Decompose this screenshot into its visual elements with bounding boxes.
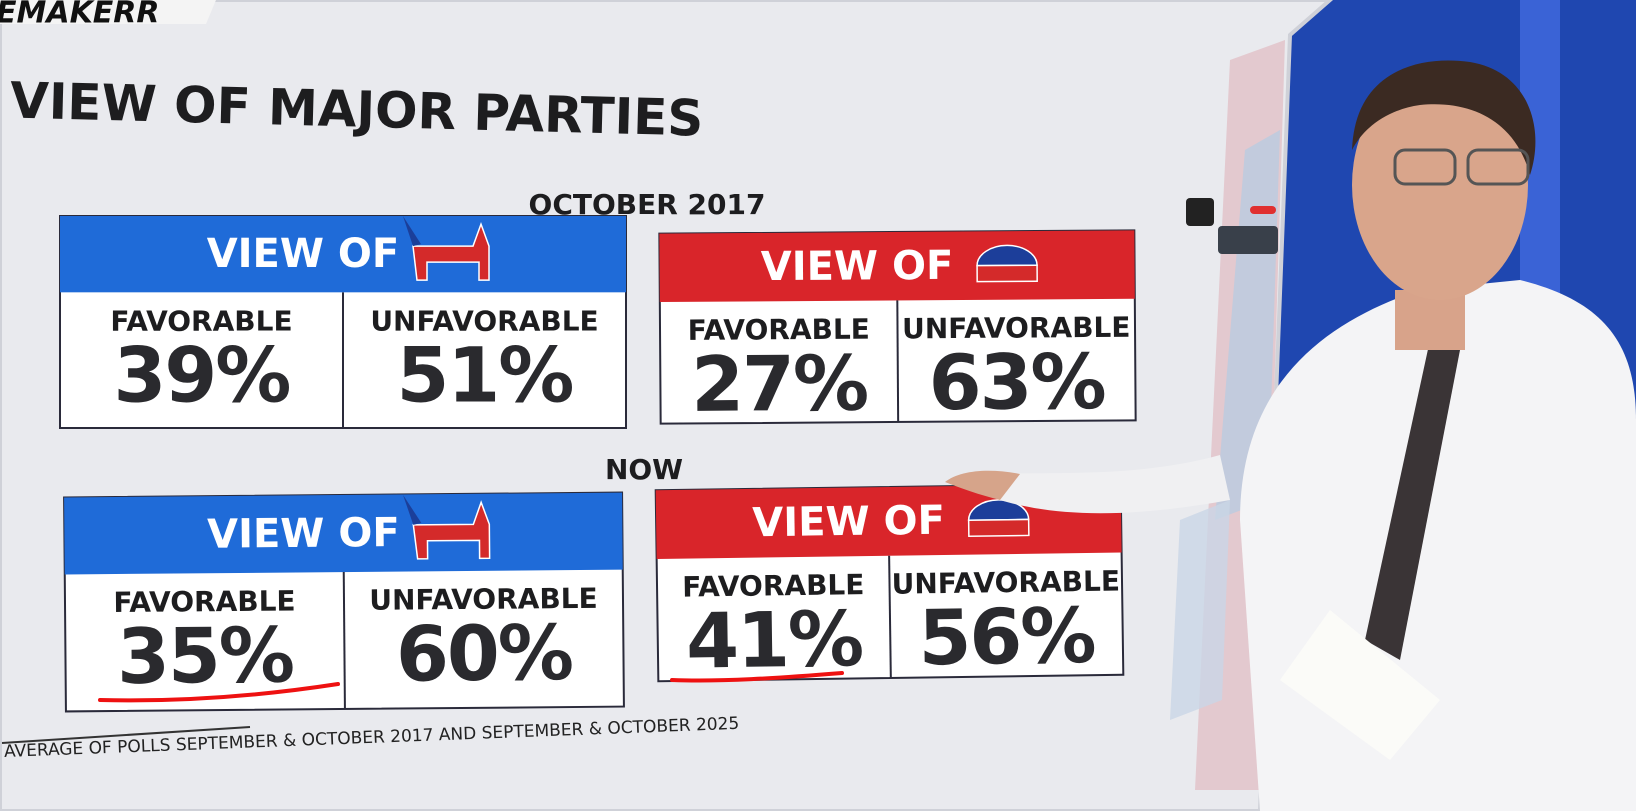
elephant-body: [967, 518, 1030, 538]
pen-underline: [670, 671, 844, 683]
donkey-ears: [403, 216, 421, 247]
hand: [945, 470, 1020, 500]
cell-label: UNFAVORABLE: [370, 304, 598, 337]
cell-label: FAVORABLE: [110, 304, 292, 337]
elephant-body: [976, 264, 1038, 283]
map-blue: [1170, 500, 1230, 720]
tool-button: [1218, 226, 1278, 254]
pen-underline: [98, 682, 340, 703]
panel-header-text: VIEW OF: [207, 510, 400, 558]
neck: [1395, 290, 1465, 350]
section-label: NOW: [605, 453, 683, 486]
glasses: [1466, 148, 1530, 186]
notes: [1280, 610, 1440, 760]
pen-color: [1250, 206, 1276, 214]
donkey-icon: [412, 221, 490, 281]
cell-value: 35%: [117, 610, 294, 701]
cell-label: FAVORABLE: [682, 568, 865, 604]
cell-divider: [342, 572, 346, 710]
donkey-ears: [403, 495, 422, 525]
panel-header-text: VIEW OF: [752, 498, 945, 547]
cell-label: UNFAVORABLE: [902, 311, 1131, 346]
panel-header: [60, 216, 626, 293]
cell-value: 41%: [685, 594, 862, 685]
cell-label: UNFAVORABLE: [369, 582, 598, 617]
cell-divider: [888, 555, 892, 679]
cell-value: 27%: [691, 339, 868, 429]
lock-icon: [1186, 198, 1214, 226]
cell-value: 56%: [918, 591, 1095, 682]
cell-label: FAVORABLE: [113, 584, 295, 619]
logo-box: [0, 0, 216, 24]
glasses: [1393, 148, 1457, 186]
panel-header-text: VIEW OF: [761, 243, 954, 290]
cell-divider: [896, 300, 900, 423]
panel-header-text: VIEW OF: [207, 231, 400, 277]
sleeve: [985, 455, 1230, 514]
footer-rule: [1, 726, 251, 744]
cell-value: 39%: [114, 330, 290, 419]
presenter: [945, 60, 1636, 811]
cell-value: 63%: [928, 337, 1105, 427]
hair: [1352, 60, 1536, 175]
tie: [1365, 340, 1460, 660]
cell-value: 60%: [396, 608, 573, 699]
logo: EMAKERR: [0, 0, 160, 31]
donkey-icon: [412, 500, 491, 560]
cell-label: UNFAVORABLE: [891, 565, 1120, 601]
elephant-icon: [976, 244, 1038, 267]
cell-value: 51%: [397, 330, 573, 419]
cell-label: FAVORABLE: [688, 313, 870, 347]
